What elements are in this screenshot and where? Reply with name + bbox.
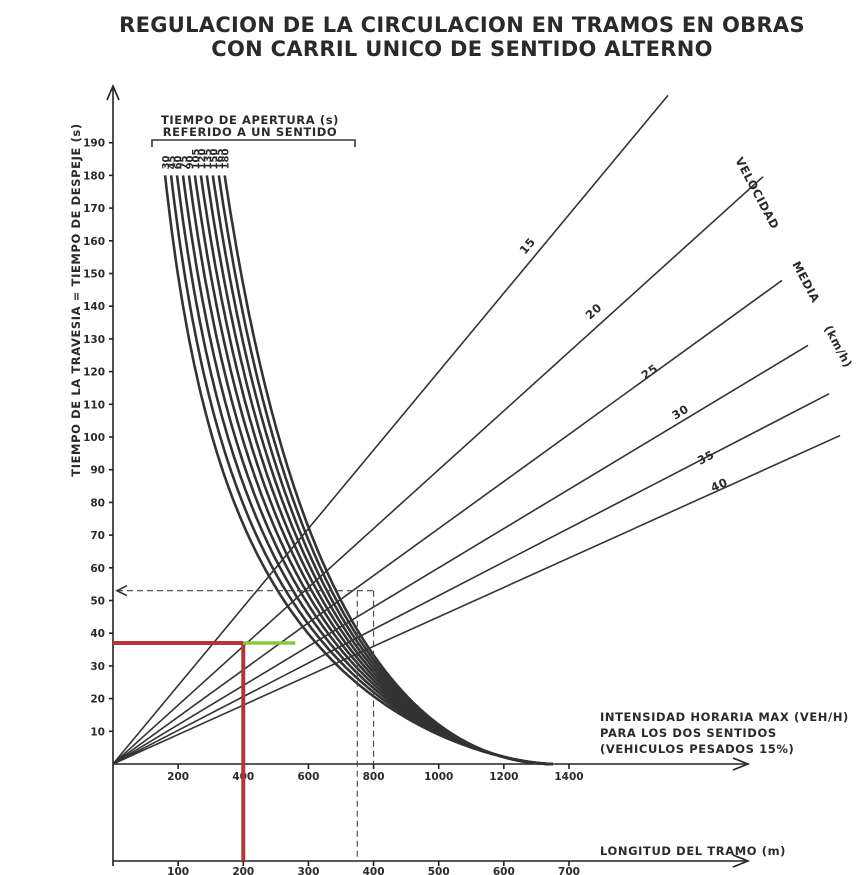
speed-line-label: 30 bbox=[669, 402, 691, 423]
y-tick-label: 160 bbox=[83, 236, 105, 248]
x-top-tick-label: 800 bbox=[363, 771, 385, 783]
x-bottom-tick-label: 400 bbox=[363, 866, 385, 875]
y-tick-label: 20 bbox=[90, 694, 105, 706]
speed-line-label: 35 bbox=[695, 447, 717, 467]
x-ticks-bottom: 100 200 300 400 500 600 700 bbox=[167, 861, 580, 875]
speed-label-media: MEDIA bbox=[789, 259, 823, 305]
y-tick-label: 90 bbox=[90, 465, 105, 477]
y-tick-label: 150 bbox=[83, 269, 105, 281]
x-bottom-tick-label: 100 bbox=[167, 866, 189, 875]
y-tick-label: 50 bbox=[90, 596, 105, 608]
y-tick-label: 170 bbox=[83, 203, 105, 215]
y-ticks: 10 20 30 40 50 60 70 80 90 100 110 120 130 140 150 160 1… bbox=[83, 138, 113, 738]
open-time-value: 45 bbox=[167, 155, 178, 169]
speed-line bbox=[112, 279, 783, 765]
y-tick-label: 40 bbox=[90, 628, 105, 640]
open-time-value: 180 bbox=[221, 148, 232, 169]
y-tick-label: 130 bbox=[83, 334, 105, 346]
open-time-curve bbox=[211, 175, 553, 766]
open-time-label-2: REFERIDO A UN SENTIDO bbox=[163, 125, 338, 139]
open-time-value: 150 bbox=[209, 148, 220, 169]
x-top-tick-label: 600 bbox=[297, 771, 319, 783]
open-time-value: 120 bbox=[197, 148, 208, 169]
x-bottom-tick-label: 200 bbox=[232, 866, 254, 875]
y-tick-label: 70 bbox=[90, 530, 105, 542]
x-bottom-tick-label: 300 bbox=[297, 866, 319, 875]
speed-line bbox=[112, 176, 764, 765]
x-top-tick-label: 1000 bbox=[424, 771, 453, 783]
open-time-value: 30 bbox=[161, 155, 172, 169]
chart-title-line-2: CON CARRIL UNICO DE SENTIDO ALTERNO bbox=[211, 37, 712, 61]
open-time-value: 60 bbox=[173, 155, 184, 169]
speed-line-label: 40 bbox=[708, 475, 729, 495]
x-bottom-tick-label: 600 bbox=[493, 866, 515, 875]
open-time-value: 105 bbox=[191, 148, 202, 169]
speed-label-units: (km/h) bbox=[821, 323, 855, 370]
open-time-value: 75 bbox=[179, 155, 190, 169]
speed-line bbox=[112, 393, 830, 765]
x-top-tick-label: 200 bbox=[167, 771, 189, 783]
y-tick-label: 10 bbox=[90, 726, 105, 738]
open-time-curve bbox=[217, 175, 553, 766]
y-tick-label: 80 bbox=[90, 497, 105, 509]
reading-example bbox=[113, 641, 296, 861]
speed-label-velocidad: VELOCIDAD bbox=[732, 155, 782, 232]
x-top-label-1: INTENSIDAD HORARIA MAX (VEH/H) bbox=[600, 710, 849, 724]
dashed-arrow bbox=[115, 584, 128, 597]
axes bbox=[106, 83, 751, 868]
open-time-label-1: TIEMPO DE APERTURA (s) bbox=[161, 113, 339, 127]
x-bottom-tick-label: 700 bbox=[558, 866, 580, 875]
y-tick-label: 60 bbox=[90, 563, 105, 575]
open-time-bracket bbox=[151, 139, 356, 147]
x-axis-bottom-arrow bbox=[732, 854, 751, 868]
open-time-value: 90 bbox=[185, 155, 196, 169]
speed-line-label: 25 bbox=[639, 361, 661, 382]
speed-line bbox=[112, 344, 809, 765]
speed-line-label: 15 bbox=[517, 235, 539, 257]
y-tick-label: 180 bbox=[83, 170, 105, 182]
x-top-tick-label: 1400 bbox=[554, 771, 583, 783]
y-tick-label: 110 bbox=[83, 399, 105, 411]
open-time-value: 165 bbox=[215, 148, 226, 169]
x-bottom-label: LONGITUD DEL TRAMO (m) bbox=[600, 844, 786, 858]
speed-line bbox=[112, 94, 669, 765]
x-bottom-tick-label: 500 bbox=[428, 866, 450, 875]
x-top-tick-label: 1200 bbox=[489, 771, 518, 783]
x-top-label-3: (VEHICULOS PESADOS 15%) bbox=[600, 742, 794, 756]
y-tick-label: 120 bbox=[83, 367, 105, 379]
y-axis-arrow bbox=[106, 83, 120, 101]
chart-title-line-1: REGULACION DE LA CIRCULACION EN TRAMOS E… bbox=[119, 13, 805, 37]
speed-line bbox=[112, 434, 841, 765]
y-axis-label: TIEMPO DE LA TRAVESIA = TIEMPO DE DESPEJ… bbox=[69, 123, 83, 476]
y-tick-label: 190 bbox=[83, 138, 105, 150]
speed-line-label: 20 bbox=[583, 300, 605, 322]
x-axis-top-arrow bbox=[732, 757, 751, 771]
x-top-label-2: PARA LOS DOS SENTIDOS bbox=[600, 726, 777, 740]
y-tick-label: 140 bbox=[83, 301, 105, 313]
dashed-example bbox=[115, 584, 375, 861]
x-ticks-top: 200400600800100012001400 bbox=[167, 764, 584, 783]
open-time-curve bbox=[223, 175, 553, 766]
open-time-value: 135 bbox=[203, 148, 214, 169]
y-tick-label: 100 bbox=[83, 432, 105, 444]
y-tick-label: 30 bbox=[90, 661, 105, 673]
